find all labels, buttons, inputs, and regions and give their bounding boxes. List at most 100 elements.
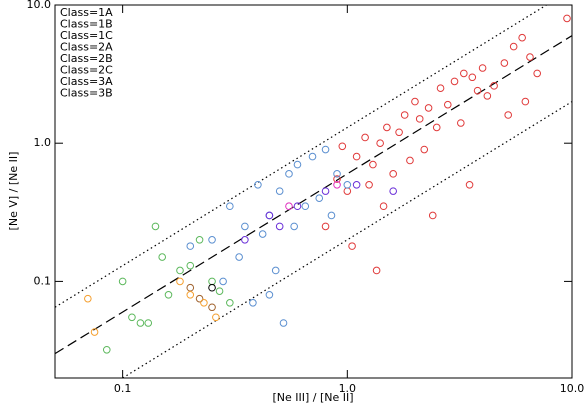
point <box>144 319 153 327</box>
point <box>301 202 310 211</box>
point <box>490 82 498 90</box>
point <box>285 202 293 211</box>
point <box>293 160 302 169</box>
point <box>285 170 293 178</box>
legend-entry: Class=1C <box>60 29 113 42</box>
point <box>275 187 284 195</box>
point <box>208 303 216 312</box>
point <box>457 119 465 127</box>
legend-entry: Class=2A <box>60 41 113 54</box>
point <box>533 69 541 78</box>
point <box>563 14 571 23</box>
point <box>389 187 397 195</box>
legend-entry: Class=3B <box>60 87 113 100</box>
point <box>219 277 227 286</box>
point <box>383 123 391 132</box>
x-tick-label: 0.1 <box>114 382 132 395</box>
point <box>118 277 127 286</box>
point <box>186 261 195 270</box>
point <box>361 133 369 142</box>
point <box>352 181 361 189</box>
point <box>348 242 356 250</box>
point <box>235 253 243 261</box>
point <box>473 86 482 95</box>
point <box>275 222 284 231</box>
point <box>468 73 477 82</box>
point <box>186 283 195 292</box>
legend-entry: Class=2C <box>60 64 113 77</box>
point <box>212 313 220 322</box>
point <box>290 222 298 231</box>
point <box>333 175 341 183</box>
reference-line <box>54 4 547 308</box>
y-tick-label: 0.1 <box>34 274 52 287</box>
point <box>333 170 341 178</box>
point <box>400 111 409 119</box>
point <box>136 319 145 327</box>
x-tick-label: 1.0 <box>339 382 357 395</box>
legend-entry: Class=1B <box>60 18 113 31</box>
point <box>128 313 136 322</box>
point <box>424 104 433 112</box>
point <box>369 160 377 169</box>
reference-line <box>122 101 573 379</box>
legend-entry: Class=1A <box>60 6 113 19</box>
point <box>478 64 487 72</box>
point <box>406 156 414 165</box>
point <box>208 283 216 292</box>
reference-line <box>54 35 573 355</box>
point <box>504 111 512 119</box>
y-tick-label: 1.0 <box>34 136 52 149</box>
point <box>376 139 384 148</box>
point <box>164 290 173 299</box>
point <box>102 345 111 354</box>
point <box>372 266 381 275</box>
legend-entry: Class=2B <box>60 52 113 65</box>
point <box>258 230 267 238</box>
point <box>432 123 441 132</box>
point <box>186 290 195 299</box>
point <box>90 328 99 336</box>
point <box>215 287 224 295</box>
point <box>465 181 474 189</box>
point <box>249 299 257 307</box>
point <box>379 202 388 211</box>
point <box>321 187 330 195</box>
point <box>84 294 92 303</box>
point <box>241 235 249 244</box>
point <box>226 202 234 211</box>
point <box>443 100 452 109</box>
point <box>526 53 534 61</box>
point <box>271 266 280 275</box>
point <box>365 181 373 189</box>
point <box>308 152 317 161</box>
y-axis-label: [Ne V] / [Ne II] <box>7 152 20 231</box>
point <box>415 115 424 123</box>
point <box>343 181 352 189</box>
y-tick-label: 10.0 <box>27 0 52 11</box>
x-tick-label: 10.0 <box>560 382 585 395</box>
point <box>176 277 184 286</box>
point <box>293 202 302 211</box>
plot-frame <box>54 4 573 379</box>
point <box>265 211 274 220</box>
point <box>327 211 336 220</box>
point <box>321 145 330 154</box>
point <box>395 128 403 137</box>
point <box>411 97 419 106</box>
point <box>279 319 288 327</box>
point <box>483 92 492 100</box>
point <box>333 181 341 189</box>
point <box>176 266 184 275</box>
point <box>521 97 530 106</box>
point <box>509 42 518 51</box>
legend-entry: Class=3A <box>60 75 113 88</box>
point <box>208 235 216 244</box>
point <box>151 222 160 231</box>
point <box>315 194 324 202</box>
point <box>389 170 397 178</box>
point <box>200 299 208 307</box>
point <box>460 69 468 78</box>
point <box>352 152 361 161</box>
